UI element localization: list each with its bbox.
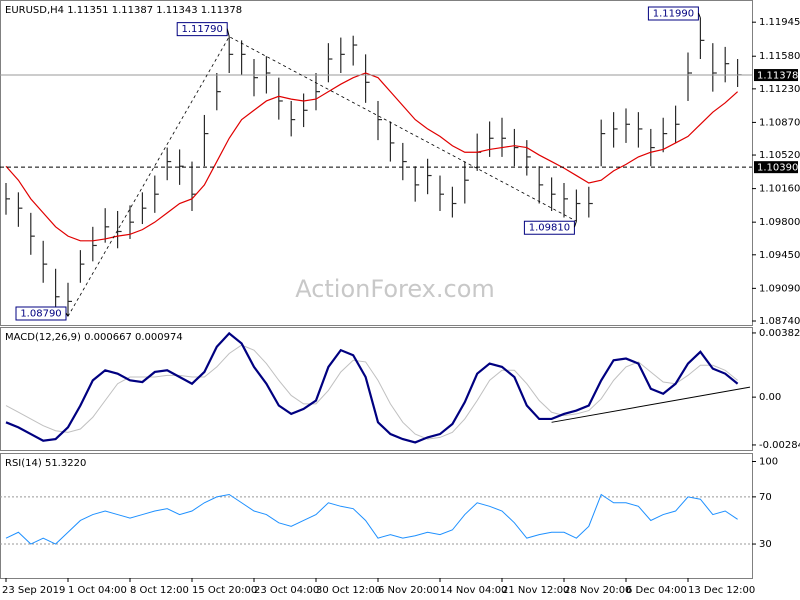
pane-frame <box>0 453 753 579</box>
x-tick-label: 1 Oct 04:00 <box>68 585 127 596</box>
x-tick-label: 8 Oct 12:00 <box>130 585 189 596</box>
y-tick-label: 1.10160 <box>759 184 800 195</box>
annotation: 1.11990 <box>653 9 694 20</box>
annotation-leader <box>697 12 701 19</box>
annotation-leader <box>226 28 230 37</box>
watermark: ActionForex.com <box>295 275 495 303</box>
x-tick-label: 15 Oct 20:00 <box>192 585 257 596</box>
indicator-line <box>5 331 739 444</box>
annotation: 1.09810 <box>529 223 570 234</box>
annotation-leader <box>65 312 69 317</box>
y-tick-label: 1.10870 <box>759 117 800 128</box>
annotation: 1.08790 <box>20 309 61 320</box>
x-tick-label: 28 Nov 20:00 <box>564 585 631 596</box>
pane-title: MACD(12,26,9) 0.000667 0.000974 <box>5 332 183 343</box>
y-tick-label: 1.10520 <box>759 150 800 161</box>
pane-frame <box>0 0 753 326</box>
price-label-box <box>754 69 798 82</box>
zigzag <box>67 36 577 317</box>
y-tick-label: 1.11945 <box>759 17 800 28</box>
pane-frame <box>0 327 753 451</box>
price-label-box <box>754 161 798 174</box>
y-tick-label: 70 <box>759 492 772 503</box>
x-tick-label: 30 Oct 12:00 <box>316 585 381 596</box>
y-tick-label: 0.00 <box>759 392 781 403</box>
y-tick-label: 1.09450 <box>759 250 800 261</box>
annotation-box <box>523 220 575 235</box>
x-tick-label: 13 Dec 12:00 <box>688 585 755 596</box>
y-tick-label: 100 <box>759 456 778 467</box>
pane-title: EURUSD,H4 1.11351 1.11387 1.11343 1.1137… <box>5 5 242 16</box>
moving-average <box>5 72 739 242</box>
y-tick-label: -0.002849 <box>759 440 800 451</box>
x-tick-label: 23 Oct 04:00 <box>254 585 319 596</box>
y-tick-label: 1.11230 <box>759 84 800 95</box>
annotation-leader <box>573 221 577 228</box>
x-tick-label: 21 Nov 12:00 <box>502 585 569 596</box>
y-tick-label: 1.08740 <box>759 316 800 327</box>
x-tick-label: 23 Sep 2019 <box>2 585 65 596</box>
y-tick-label: 30 <box>759 539 772 550</box>
annotation: 1.11790 <box>182 24 223 35</box>
price-label: 1.10390 <box>757 163 798 174</box>
price-label: 1.11378 <box>757 71 798 82</box>
indicator-line <box>5 493 738 545</box>
x-tick-label: 14 Nov 04:00 <box>440 585 507 596</box>
y-tick-label: 1.09800 <box>759 217 800 228</box>
pane-title: RSI(14) 51.3220 <box>5 458 86 469</box>
trendline <box>551 386 751 423</box>
x-tick-label: 6 Dec 04:00 <box>626 585 687 596</box>
x-tick-label: 6 Nov 20:00 <box>378 585 439 596</box>
y-tick-label: 0.003826 <box>759 328 800 339</box>
y-tick-label: 1.09090 <box>759 283 800 294</box>
y-tick-label: 1.11580 <box>759 51 800 62</box>
